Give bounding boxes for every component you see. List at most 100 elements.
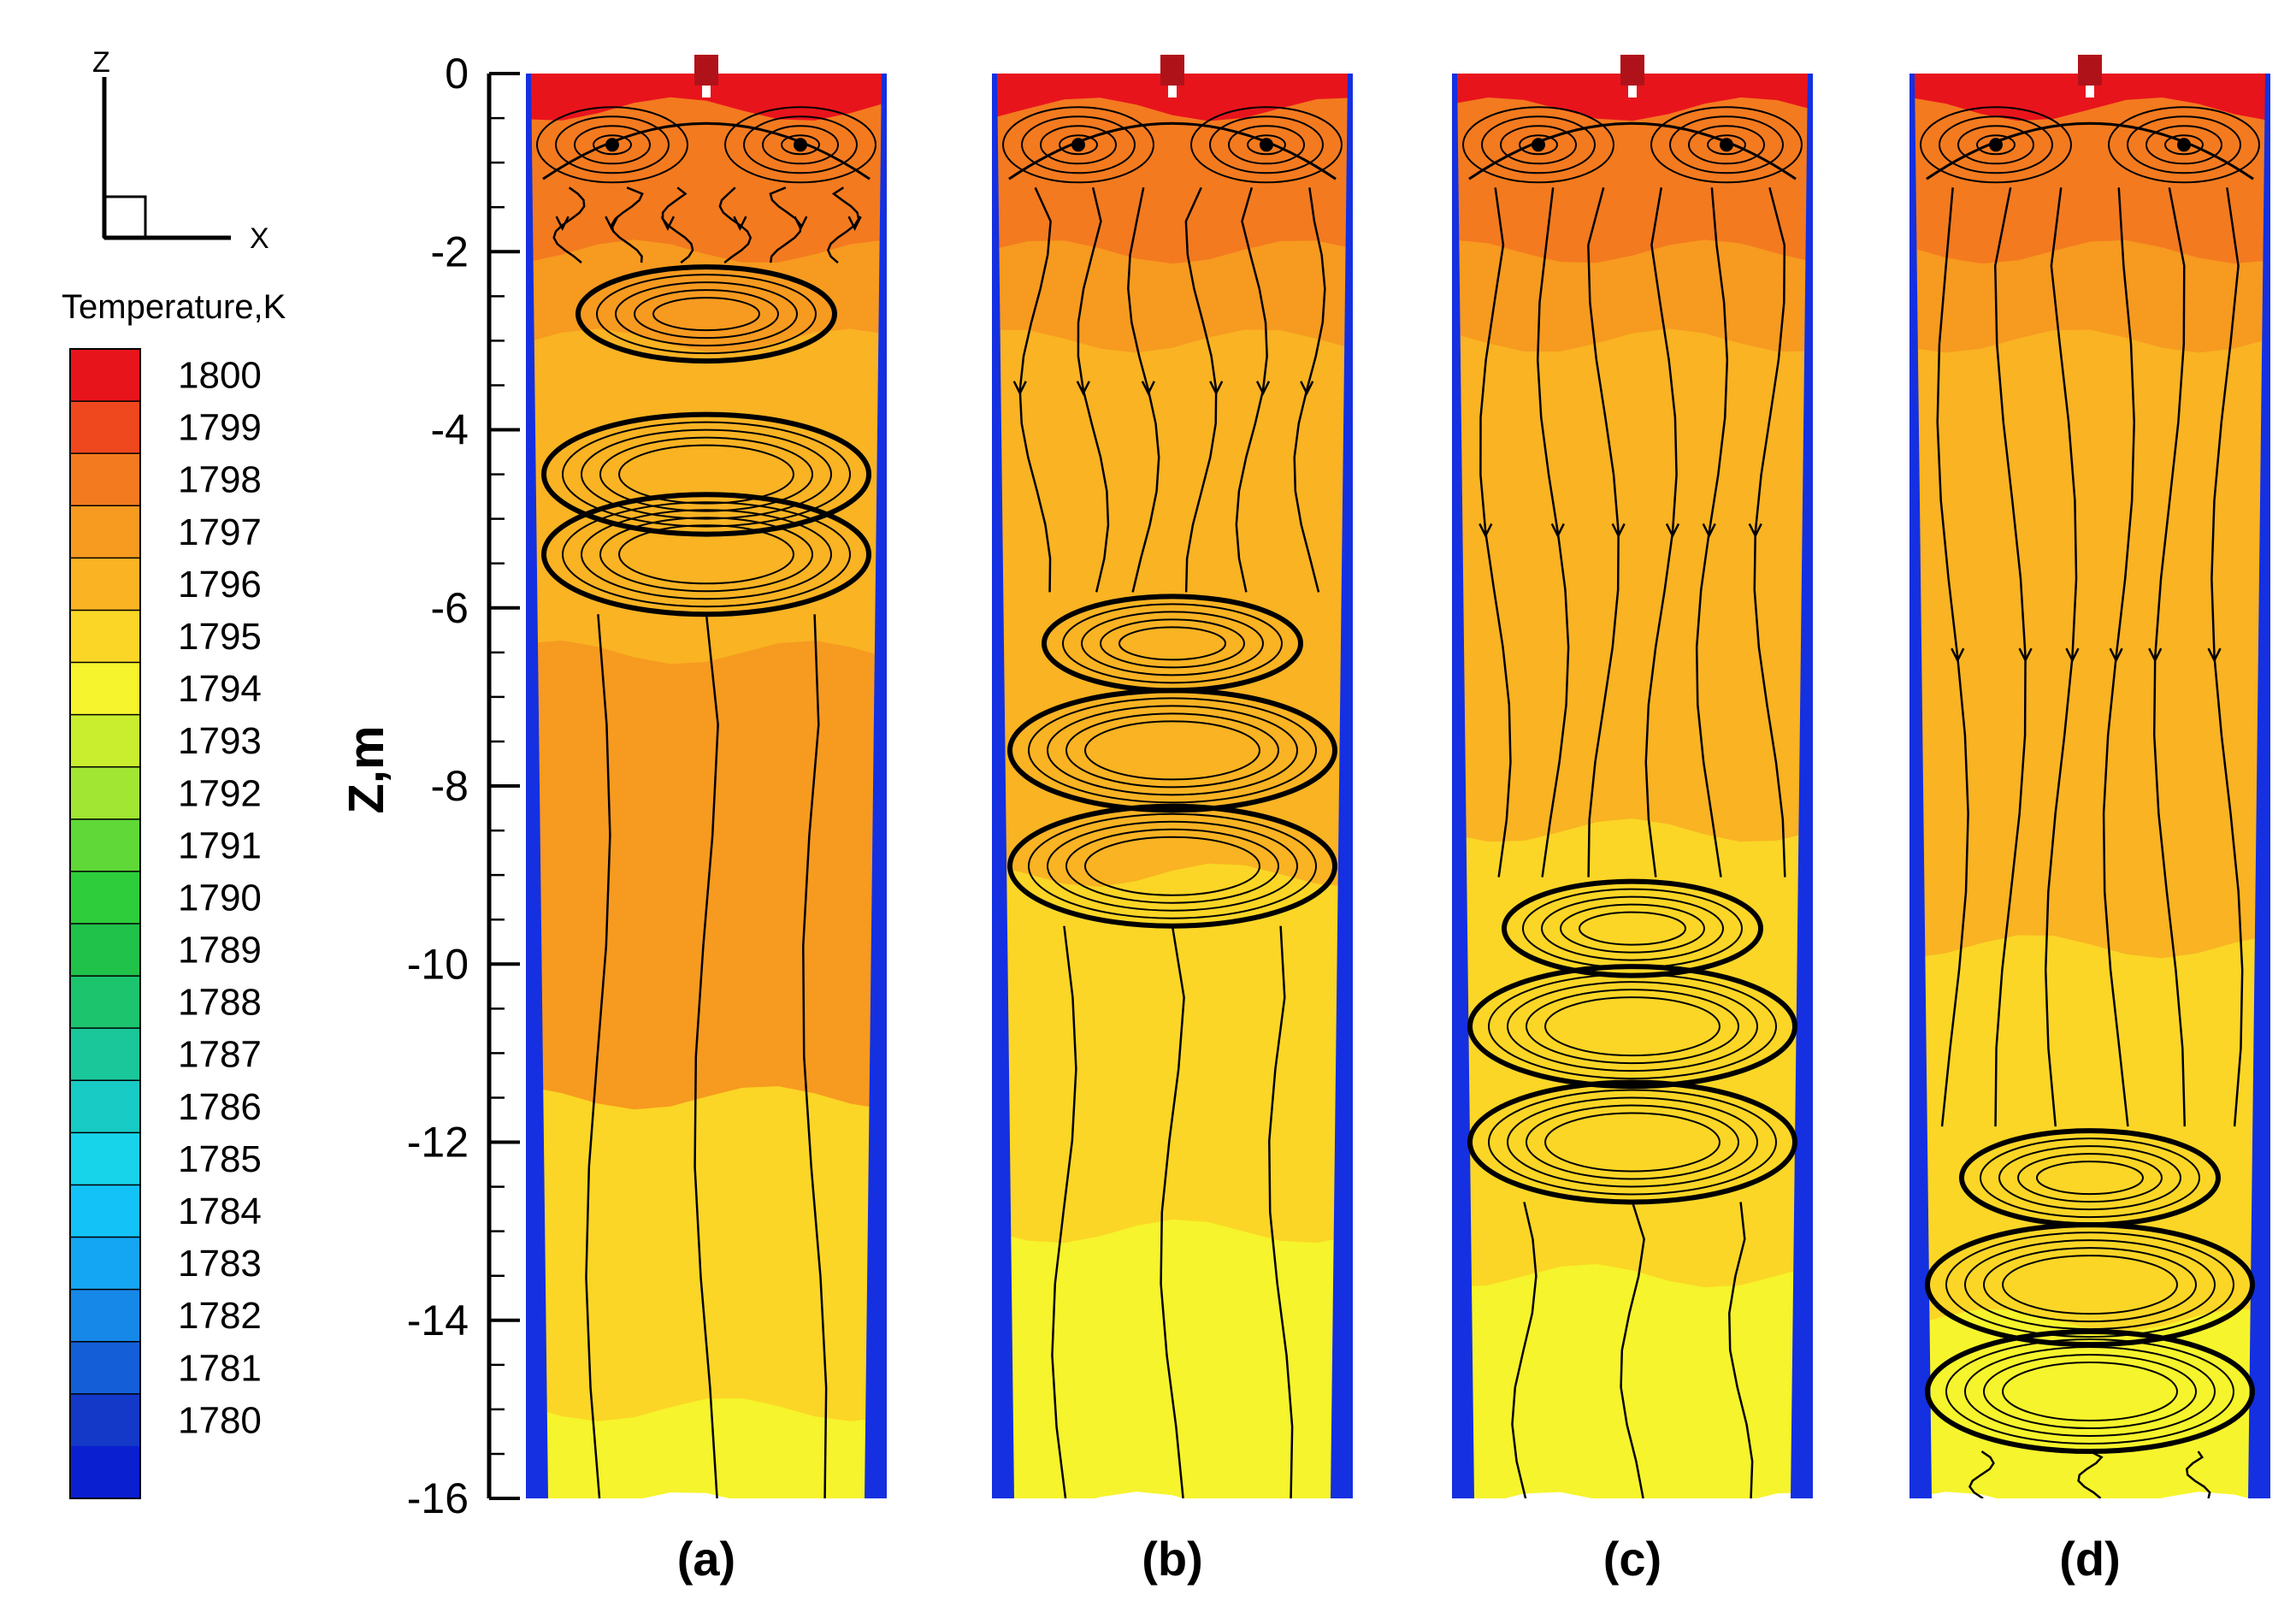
colorbar-swatch <box>70 714 140 768</box>
top-vortex-streamline <box>1976 134 2016 156</box>
temperature-band <box>526 328 887 670</box>
recirculation-streamline <box>1945 1338 2234 1445</box>
cold-wall-right <box>865 74 887 1498</box>
recirculation-streamline <box>1065 828 1279 904</box>
streamline <box>769 186 802 263</box>
streamline-arrow <box>794 216 808 232</box>
streamline <box>552 186 586 264</box>
top-vortex-streamline <box>2127 115 2241 174</box>
streamline-arrow <box>1141 381 1155 396</box>
colorbar-tick-label: 1796 <box>178 564 262 606</box>
streamline-arrow <box>733 216 747 232</box>
temperature-band <box>1909 329 2270 964</box>
colorbar-tick-label: 1795 <box>178 616 262 658</box>
temperature-band <box>992 863 1353 1249</box>
nozzle-outlet <box>2086 86 2094 97</box>
panel-a: (a) <box>526 55 887 1586</box>
streamline <box>1051 925 1077 1498</box>
recirculation-streamline <box>1065 712 1279 789</box>
streamline <box>1160 925 1185 1498</box>
top-vortex-streamline <box>781 134 820 156</box>
colorbar-tick-label: 1786 <box>178 1086 262 1128</box>
colorbar-tick-label: 1780 <box>178 1399 262 1441</box>
colorbar-tick-label: 1799 <box>178 407 262 449</box>
recirculation-streamline <box>2002 1362 2178 1422</box>
top-vortex-streamline <box>1957 125 2034 165</box>
temperature-band <box>1452 239 1813 357</box>
panels: (a) (b) (c) (d) <box>526 55 2270 1586</box>
streamline-arrow <box>2109 647 2123 664</box>
recirculation-streamline <box>1998 1145 2181 1211</box>
recirculation-streamline <box>1062 603 1283 684</box>
top-vortex-streamline <box>1209 115 1324 174</box>
recirculation-streamline <box>2017 1153 2163 1203</box>
temperature-band <box>992 329 1353 892</box>
z-axis: Z,m 0 -2 -4 -6 -8 -10 -12 -14 -16 <box>339 50 520 1522</box>
z-axis-tick-label: -10 <box>407 940 469 988</box>
top-vortex-streamline <box>555 115 670 174</box>
top-vortex-envelope <box>1008 121 1337 180</box>
top-vortex-streamline <box>1920 106 2072 184</box>
top-vortex-streamline <box>743 115 858 174</box>
cold-wall-right <box>1331 74 1353 1498</box>
top-vortex-streamline <box>2164 134 2204 156</box>
temperature-band <box>526 1086 887 1427</box>
cold-wall-left <box>992 74 1014 1498</box>
colorbar-tick-label: 1784 <box>178 1190 262 1232</box>
streamline <box>1695 187 1729 877</box>
recirculation-streamline <box>1544 1112 1721 1173</box>
streamline-arrow <box>1665 523 1680 539</box>
panel-c: (c) <box>1452 55 1813 1586</box>
colorbar-swatch <box>70 1289 140 1343</box>
recirculation-streamline <box>1541 895 1724 961</box>
temperature-band <box>526 1398 887 1498</box>
colorbar-tick-label: 1785 <box>178 1138 262 1180</box>
z-axis-tick-label: -8 <box>431 762 469 810</box>
temperature-band <box>1909 1309 2270 1498</box>
streamline <box>2044 187 2078 1127</box>
top-vortex-streamline <box>574 125 651 165</box>
cold-wall-right <box>2248 74 2270 1498</box>
top-vortex-streamline <box>1939 115 2053 174</box>
recirculation-streamline <box>1084 836 1260 896</box>
streamline <box>1479 187 1512 877</box>
axes-indicator: Z X <box>92 46 269 255</box>
top-vortex-streamline <box>1002 106 1154 184</box>
colorbar-tick-label: 1781 <box>178 1347 262 1389</box>
streamline-arrow <box>1951 647 1965 664</box>
streamline <box>1077 187 1110 593</box>
axis-letter-z: Z <box>92 46 110 79</box>
nozzle-outlet <box>1628 86 1637 97</box>
top-vortex-streamline <box>1650 106 1803 184</box>
recirculation-streamline <box>634 289 779 340</box>
recirculation-streamline <box>1081 611 1264 676</box>
temperature-band <box>992 240 1353 358</box>
colorbar-swatch <box>70 1445 140 1499</box>
colorbar-tick-label: 1788 <box>178 982 262 1024</box>
recirculation-streamline <box>1579 911 1686 946</box>
top-vortex-streamline <box>1462 106 1614 184</box>
streamline <box>1728 1202 1754 1498</box>
streamline-arrow <box>1748 523 1762 539</box>
recirculation-streamline <box>1028 812 1317 919</box>
recirculation-streamline <box>1047 820 1298 912</box>
panel-label: (a) <box>677 1532 735 1586</box>
panel-label: (c) <box>1603 1532 1662 1586</box>
recirculation-streamline <box>1560 903 1705 954</box>
recirculation-streamline <box>1084 720 1260 781</box>
recirculation-streamline <box>1488 1089 1777 1196</box>
cold-wall-left <box>526 74 548 1498</box>
top-vortex-streamline <box>1707 134 1746 156</box>
streamline-arrow <box>1012 381 1027 396</box>
top-vortex-streamline <box>1247 134 1286 156</box>
streamline-arrow <box>847 216 862 232</box>
nozzle <box>2078 55 2102 86</box>
nozzle-outlet <box>702 86 711 97</box>
recirculation-streamline <box>1526 1104 1739 1180</box>
recirculation-streamline <box>1983 1247 2197 1323</box>
cold-wall-left <box>1909 74 1932 1498</box>
recirculation-streamline <box>575 264 837 364</box>
top-vortex-envelope <box>1468 121 1797 180</box>
streamline <box>1127 187 1160 593</box>
top-vortex-streamline <box>1040 125 1117 165</box>
